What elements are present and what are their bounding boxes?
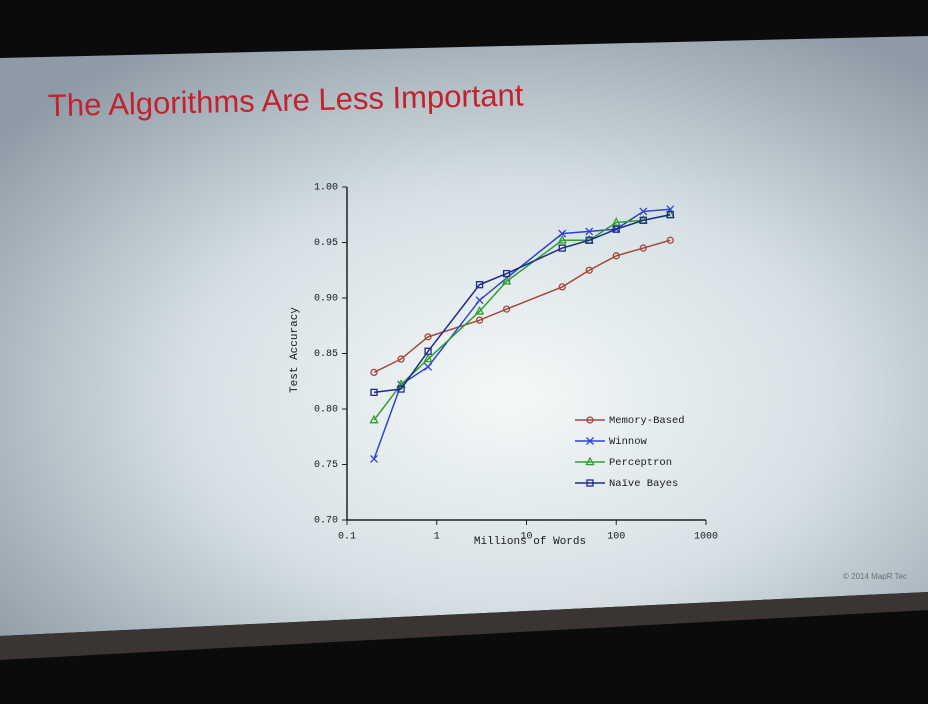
- data-point: [502, 269, 511, 278]
- legend-marker: [585, 456, 595, 466]
- data-point: [475, 316, 484, 324]
- slide-edge: [0, 592, 928, 660]
- legend-label: Winnow: [609, 436, 648, 448]
- data-point: [424, 333, 432, 341]
- y-tick-label: 0.95: [314, 238, 338, 249]
- data-point: [397, 385, 405, 393]
- data-point: [612, 225, 620, 233]
- x-tick-label: 1000: [694, 532, 718, 543]
- y-tick-label: 0.90: [314, 294, 338, 305]
- data-point: [474, 305, 485, 315]
- data-point: [639, 216, 647, 224]
- data-point: [501, 275, 512, 285]
- x-axis-label: Millions of Words: [474, 536, 586, 548]
- data-point: [666, 211, 674, 219]
- footer: © 2014 MapR Tec: [843, 572, 907, 581]
- data-point: [424, 362, 433, 371]
- data-point: [558, 244, 566, 252]
- data-point: [557, 234, 567, 244]
- x-tick-label: 100: [607, 532, 625, 543]
- data-point: [370, 388, 378, 397]
- data-point: [612, 252, 620, 260]
- data-point: [370, 368, 378, 377]
- data-point: [585, 236, 593, 244]
- data-point: [424, 347, 432, 355]
- slide: [0, 36, 928, 636]
- y-tick-label: 1.00: [314, 183, 338, 194]
- data-point: [639, 244, 647, 252]
- data-point: [423, 353, 433, 363]
- y-tick-label: 0.85: [314, 349, 338, 360]
- legend-label: Perceptron: [609, 457, 672, 469]
- x-tick-label: 1: [434, 532, 440, 543]
- series-line: [373, 208, 671, 460]
- data-point: [397, 355, 405, 363]
- data-point: [585, 266, 593, 274]
- y-axis-label: Test Accuracy: [289, 307, 301, 393]
- data-point: [666, 236, 674, 244]
- data-point: [611, 217, 621, 226]
- data-point: [558, 229, 567, 238]
- legend-label: Naïve Bayes: [609, 478, 678, 490]
- data-point: [369, 414, 379, 424]
- y-tick-label: 0.80: [314, 405, 338, 416]
- data-point: [475, 296, 484, 305]
- legend-label: Memory-Based: [609, 415, 685, 427]
- legend-marker: [586, 437, 594, 445]
- data-point: [585, 227, 594, 236]
- data-point: [396, 379, 406, 388]
- data-point: [639, 207, 648, 216]
- y-tick-label: 0.75: [314, 460, 338, 471]
- data-point: [475, 281, 484, 289]
- legend-marker: [586, 479, 594, 487]
- y-tick-label: 0.70: [314, 516, 338, 527]
- data-point: [370, 454, 378, 463]
- x-tick-label: 10: [520, 532, 532, 543]
- series-line: [373, 239, 671, 374]
- legend-marker: [586, 416, 594, 424]
- data-point: [502, 305, 511, 313]
- series-line: [373, 214, 671, 394]
- data-point: [558, 283, 566, 291]
- x-tick-label: 0.1: [338, 532, 356, 543]
